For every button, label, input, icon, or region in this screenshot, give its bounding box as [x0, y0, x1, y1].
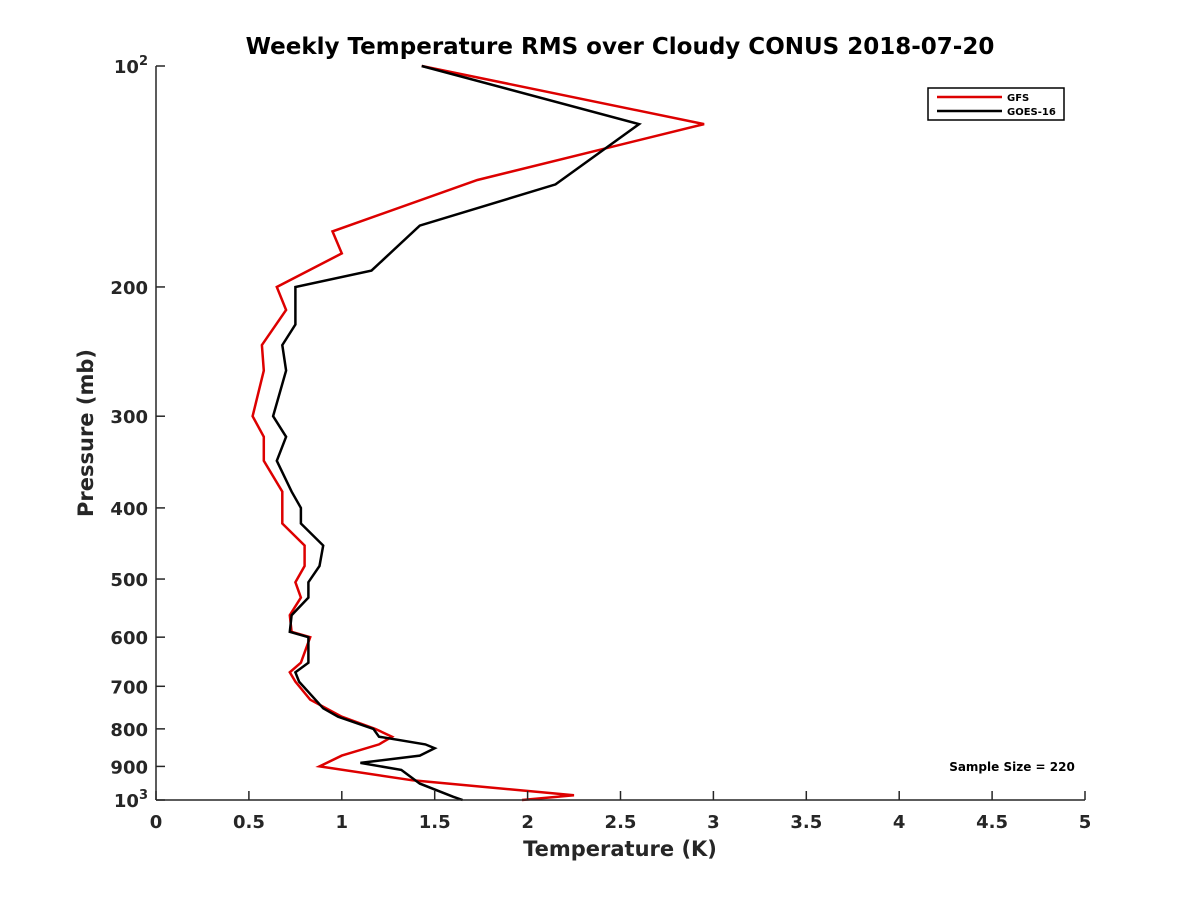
x-tick-label: 4 — [893, 812, 906, 833]
legend-label-goes-16: GOES-16 — [1007, 107, 1056, 118]
x-tick-label: 3.5 — [790, 812, 822, 833]
x-tick-label: 1.5 — [419, 812, 451, 833]
series-layer — [251, 64, 705, 802]
x-ticks: 0 0.5 1 1.5 2 2.5 3 3.5 4 4.5 5 — [150, 791, 1092, 833]
y-tick-label: 500 — [110, 570, 148, 591]
y-tick-label: 800 — [110, 720, 148, 741]
x-tick-label: 5 — [1079, 812, 1092, 833]
y-tick-label: 700 — [110, 677, 148, 698]
x-tick-label: 3 — [707, 812, 720, 833]
y-tick-label: 900 — [110, 757, 148, 778]
y-ticks: 102 200 300 400 500 600 700 800 900 103 — [110, 54, 165, 812]
x-tick-label: 0 — [150, 812, 163, 833]
y-tick-label: 300 — [110, 407, 148, 428]
x-tick-label: 1 — [336, 812, 349, 833]
series-line-goes-16 — [271, 64, 642, 802]
y-tick-label: 600 — [110, 628, 148, 649]
legend-box — [927, 87, 1065, 121]
x-tick-label: 0.5 — [233, 812, 265, 833]
y-tick-label: 103 — [114, 788, 148, 812]
y-tick-label: 102 — [114, 54, 148, 78]
chart-title: Weekly Temperature RMS over Cloudy CONUS… — [246, 34, 995, 60]
x-tick-label: 2.5 — [605, 812, 637, 833]
y-tick-label: 400 — [110, 499, 148, 520]
sample-size-annotation: Sample Size = 220 — [949, 760, 1075, 774]
x-tick-label: 4.5 — [976, 812, 1008, 833]
legend: GFS GOES-16 — [927, 87, 1065, 121]
y-axis-label: Pressure (mb) — [74, 349, 98, 517]
legend-label-gfs: GFS — [1007, 93, 1029, 104]
x-tick-label: 2 — [521, 812, 534, 833]
y-tick-label: 200 — [110, 278, 148, 299]
x-axis-label: Temperature (K) — [523, 837, 717, 861]
